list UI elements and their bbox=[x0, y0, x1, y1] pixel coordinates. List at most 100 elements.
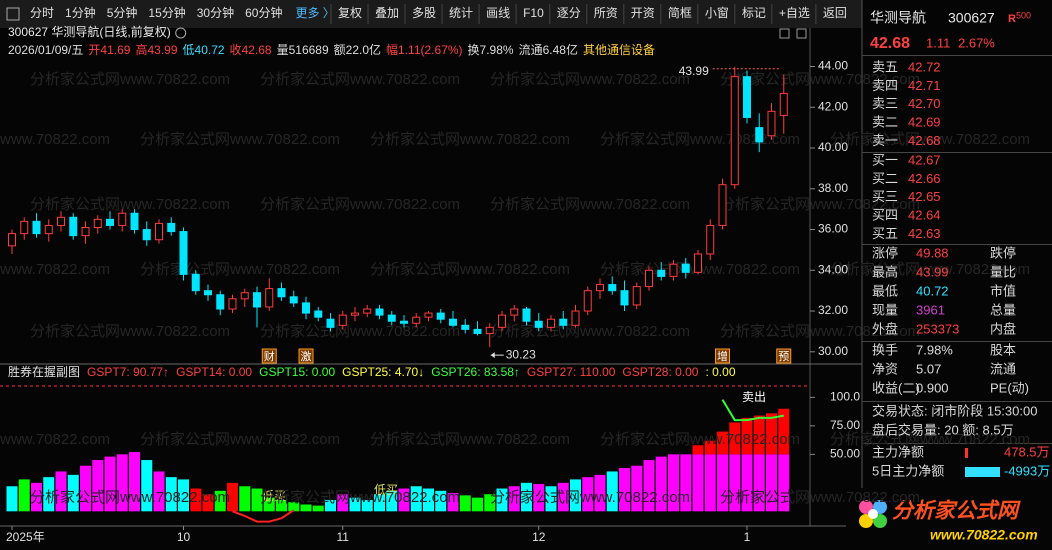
info-label: 幅 bbox=[386, 42, 398, 57]
period-tab[interactable]: 15分钟 bbox=[148, 5, 185, 20]
indicator-bar bbox=[594, 474, 606, 512]
indicator-bar bbox=[521, 482, 532, 512]
candle-body bbox=[57, 216, 65, 226]
toolbar-button[interactable]: 返回 bbox=[823, 6, 847, 20]
indicator-bar bbox=[116, 454, 128, 512]
period-tab[interactable]: 30分钟 bbox=[197, 5, 234, 20]
signal-label: 低买 bbox=[374, 483, 398, 497]
low-pointer-head bbox=[490, 352, 495, 359]
indicator-bar bbox=[202, 494, 214, 512]
toolbar bbox=[0, 0, 862, 28]
indicator-item: GSPT15: 0.00 bbox=[259, 365, 335, 379]
indicator-bar bbox=[423, 488, 434, 512]
book-price: 42.68 bbox=[908, 133, 941, 148]
period-tab[interactable]: 1分钟 bbox=[65, 5, 96, 20]
stat-label: 最低 bbox=[872, 283, 898, 298]
indicator-bar bbox=[374, 494, 385, 512]
candle-body bbox=[118, 212, 127, 226]
window-button[interactable] bbox=[796, 28, 807, 39]
stat-value: 0.900 bbox=[916, 380, 949, 395]
indicator-bar bbox=[778, 454, 790, 512]
watermark: 分析家公式网www.70822.com bbox=[370, 261, 570, 278]
period-tab[interactable]: 分时 bbox=[30, 6, 54, 20]
period-tab[interactable]: 60分钟 bbox=[245, 5, 282, 20]
x-tick-label: 1 bbox=[744, 530, 751, 544]
watermark: 分析家公式网www.70822.com bbox=[140, 261, 340, 278]
book-price: 42.64 bbox=[908, 208, 941, 223]
industry: 其他通信设备 bbox=[583, 43, 655, 57]
toolbar-button[interactable]: 简框 bbox=[668, 6, 692, 20]
toolbar-button[interactable]: 标记 bbox=[742, 6, 766, 20]
stat-label: 跌停 bbox=[990, 245, 1016, 260]
stat-label: 最高 bbox=[872, 264, 898, 279]
indicator-bar bbox=[80, 465, 91, 512]
stat-label: 收益(二) bbox=[872, 380, 920, 395]
candle-body bbox=[253, 292, 261, 308]
toolbar-button[interactable]: F10 bbox=[523, 6, 544, 20]
book-price: 42.71 bbox=[908, 78, 941, 93]
watermark: 分析家公式网www.70822.com bbox=[490, 196, 690, 213]
info-label: 低 bbox=[183, 43, 195, 57]
indicator-bar bbox=[631, 465, 643, 512]
candle-body bbox=[657, 269, 666, 277]
title-menu-icon[interactable] bbox=[175, 27, 187, 39]
logo-icon bbox=[859, 500, 887, 528]
book-price: 42.67 bbox=[908, 152, 941, 167]
indicator-bar bbox=[153, 471, 165, 512]
indicator-bar bbox=[570, 479, 581, 512]
candle-body bbox=[106, 218, 114, 226]
indicator-bar-top bbox=[753, 415, 765, 455]
event-marker: 财 bbox=[264, 349, 275, 363]
candle-body bbox=[620, 290, 629, 306]
more-button[interactable]: 更多 〉 bbox=[295, 6, 334, 20]
candle-body bbox=[32, 220, 41, 235]
candle-body bbox=[718, 184, 727, 226]
high-label: 43.99 bbox=[679, 64, 709, 78]
window-button[interactable] bbox=[779, 28, 790, 39]
candle-body bbox=[743, 76, 751, 118]
watermark: 分析家公式网www.70822.com bbox=[490, 323, 690, 340]
book-label: 买四 bbox=[872, 208, 898, 223]
x-tick-label: 11 bbox=[337, 530, 350, 544]
toolbar-button[interactable]: 所资 bbox=[594, 6, 618, 20]
period-tab[interactable]: 5分钟 bbox=[107, 5, 138, 20]
candle-body bbox=[571, 310, 580, 326]
fund-label: 主力净额 bbox=[872, 444, 924, 459]
toolbar-button[interactable]: 小窗 bbox=[705, 6, 729, 20]
watermark: 分析家公式网www.70822.com bbox=[830, 431, 1030, 448]
y-tick-label: 42.00 bbox=[818, 99, 848, 113]
toolbar-button[interactable]: 统计 bbox=[449, 6, 473, 20]
grid-icon[interactable] bbox=[6, 7, 20, 21]
y-tick-label: 34.00 bbox=[818, 262, 848, 276]
indicator-bar bbox=[496, 488, 508, 512]
info-value: 41.69 bbox=[100, 43, 130, 57]
y-tick-label: 40.00 bbox=[818, 140, 848, 154]
candle-body bbox=[400, 320, 408, 324]
toolbar-button[interactable]: 逐分 bbox=[557, 6, 581, 20]
indicator-bar bbox=[484, 494, 496, 512]
indicator-bar bbox=[717, 454, 728, 512]
indicator-bar bbox=[300, 504, 312, 512]
indicator-bar bbox=[692, 454, 704, 512]
stock-code: 300627 bbox=[948, 10, 995, 26]
candle-body bbox=[204, 290, 212, 296]
toolbar-button[interactable]: 画线 bbox=[486, 6, 510, 20]
info-value: 40.72 bbox=[195, 43, 225, 57]
toolbar-button[interactable]: +自选 bbox=[779, 6, 810, 20]
toolbar-button[interactable]: 开资 bbox=[631, 6, 655, 20]
candle-body bbox=[93, 218, 102, 228]
indicator-bar bbox=[472, 497, 483, 512]
event-marker: 预 bbox=[778, 350, 789, 363]
last-price: 42.68 bbox=[870, 35, 910, 52]
candle-body bbox=[669, 263, 678, 277]
toolbar-button[interactable]: 复权 bbox=[338, 6, 362, 20]
toolbar-button[interactable]: 叠加 bbox=[375, 6, 399, 20]
watermark: 分析家公式网www.70822.com bbox=[600, 131, 800, 148]
stat-label: 市值 bbox=[990, 283, 1016, 298]
stat-value: 40.72 bbox=[916, 283, 949, 298]
candle-body bbox=[436, 312, 445, 320]
watermark: 分析家公式网www.70822.com bbox=[720, 489, 920, 506]
toolbar-button[interactable]: 多股 bbox=[412, 6, 436, 20]
watermark: 分析家公式网www.70822.com bbox=[30, 196, 230, 213]
